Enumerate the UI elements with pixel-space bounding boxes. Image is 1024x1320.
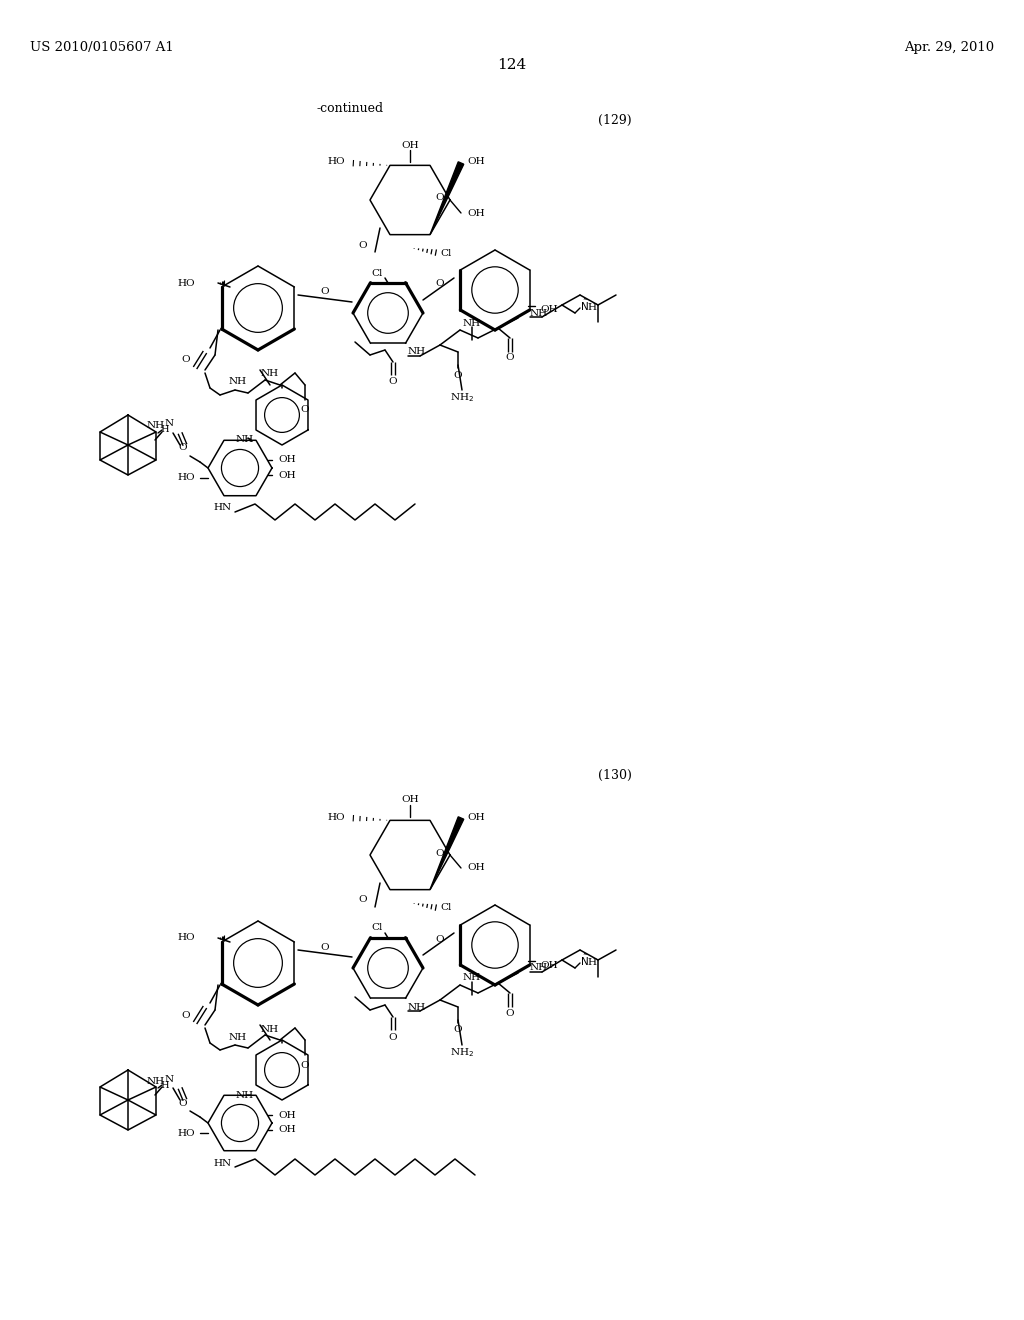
Text: (129): (129): [598, 114, 632, 127]
Text: HO: HO: [328, 813, 345, 821]
Text: NH: NH: [261, 370, 280, 379]
Text: O: O: [454, 1026, 462, 1035]
Text: HO: HO: [177, 474, 195, 483]
Text: NH: NH: [146, 1077, 165, 1085]
Text: $\tilde{\rm N}$H: $\tilde{\rm N}$H: [580, 953, 598, 968]
Text: Cl: Cl: [372, 924, 383, 932]
Polygon shape: [430, 162, 464, 235]
Text: NH$_2$: NH$_2$: [450, 1047, 474, 1060]
Text: O: O: [301, 1060, 309, 1069]
Text: HO: HO: [177, 279, 195, 288]
Text: O: O: [358, 240, 368, 249]
Text: $\tilde{\rm N}$H: $\tilde{\rm N}$H: [580, 297, 598, 313]
Text: NH: NH: [236, 436, 254, 445]
Text: O: O: [178, 444, 187, 453]
Text: NH: NH: [530, 964, 548, 973]
Text: O: O: [506, 354, 514, 363]
Text: OH: OH: [467, 209, 484, 218]
Text: 124: 124: [498, 58, 526, 73]
Text: Cl: Cl: [372, 268, 383, 277]
Text: US 2010/0105607 A1: US 2010/0105607 A1: [30, 41, 174, 54]
Text: Cl: Cl: [440, 248, 452, 257]
Text: OH: OH: [467, 863, 484, 873]
Text: OH: OH: [540, 305, 558, 314]
Text: HO: HO: [177, 933, 195, 942]
Text: -continued: -continued: [316, 102, 384, 115]
Text: O: O: [506, 1008, 514, 1018]
Text: (130): (130): [598, 768, 632, 781]
Text: OH: OH: [467, 157, 484, 166]
Text: NH: NH: [463, 974, 481, 982]
Text: N: N: [165, 1074, 174, 1084]
Text: NH: NH: [530, 309, 548, 318]
Text: Cl: Cl: [440, 903, 452, 912]
Text: O: O: [435, 935, 444, 944]
Text: O: O: [321, 288, 330, 297]
Text: O: O: [454, 371, 462, 380]
Text: NH: NH: [229, 378, 247, 387]
Text: O: O: [435, 194, 444, 202]
Text: NH: NH: [408, 347, 426, 356]
Text: Apr. 29, 2010: Apr. 29, 2010: [904, 41, 994, 54]
Text: OH: OH: [401, 140, 419, 149]
Text: NH: NH: [261, 1024, 280, 1034]
Text: N: N: [165, 420, 174, 429]
Text: NH: NH: [463, 318, 481, 327]
Text: O: O: [389, 378, 397, 387]
Text: O: O: [358, 895, 368, 904]
Text: HN: HN: [214, 1159, 232, 1167]
Text: O: O: [435, 849, 444, 858]
Text: OH: OH: [401, 796, 419, 804]
Text: OH: OH: [278, 1110, 296, 1119]
Polygon shape: [430, 817, 464, 890]
Text: OH: OH: [278, 455, 296, 465]
Text: HO: HO: [177, 1129, 195, 1138]
Text: O: O: [321, 942, 330, 952]
Text: OH: OH: [467, 813, 484, 821]
Text: OH: OH: [278, 470, 296, 479]
Text: H: H: [160, 1081, 169, 1089]
Text: NH$_2$: NH$_2$: [450, 392, 474, 404]
Text: O: O: [435, 280, 444, 289]
Text: NH: NH: [229, 1032, 247, 1041]
Text: NH: NH: [146, 421, 165, 430]
Text: NH: NH: [236, 1090, 254, 1100]
Text: OH: OH: [540, 961, 558, 969]
Text: O: O: [178, 1098, 187, 1107]
Text: OH: OH: [278, 1126, 296, 1134]
Text: O: O: [389, 1032, 397, 1041]
Text: O: O: [301, 405, 309, 414]
Text: H: H: [160, 425, 169, 434]
Text: HO: HO: [328, 157, 345, 166]
Text: O: O: [181, 355, 190, 364]
Text: O: O: [181, 1011, 190, 1019]
Text: NH: NH: [408, 1002, 426, 1011]
Text: HN: HN: [214, 503, 232, 512]
